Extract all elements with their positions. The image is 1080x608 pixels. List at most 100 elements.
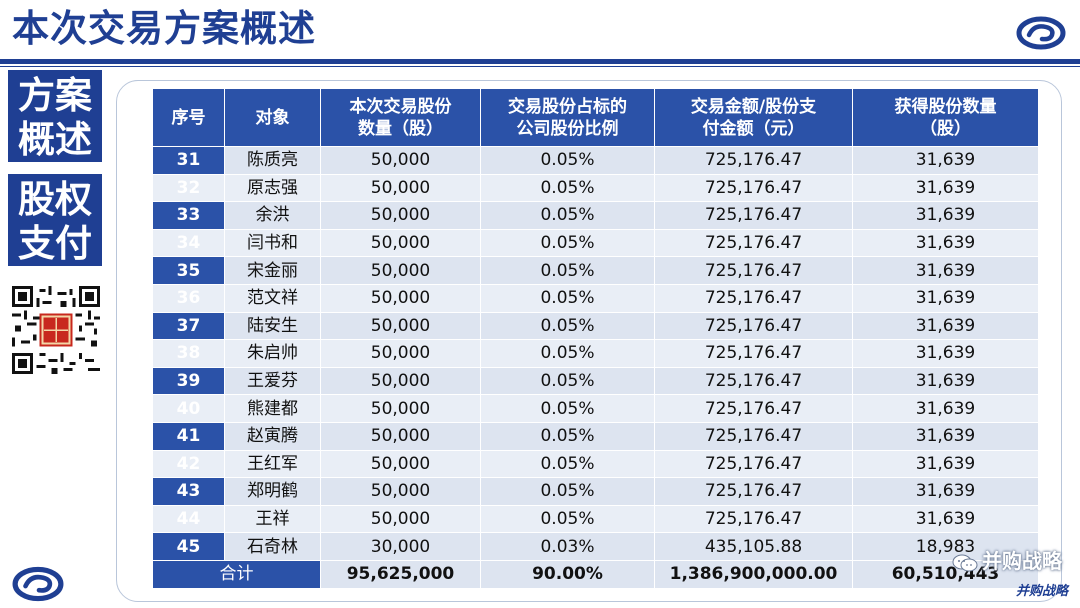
cell-index: 31 bbox=[152, 146, 225, 175]
side-label-line: 股权 bbox=[18, 178, 92, 221]
table-row: 34 闫书和 50,000 0.05% 725,176.47 31,639 bbox=[152, 228, 1039, 258]
table-row: 45 石奇林 30,000 0.03% 435,105.88 18,983 bbox=[152, 532, 1039, 561]
cell-amount: 725,176.47 bbox=[654, 256, 853, 285]
table-row: 44 王祥 50,000 0.05% 725,176.47 31,639 bbox=[152, 504, 1039, 534]
cell-obtained: 31,639 bbox=[852, 201, 1039, 230]
cell-obtained: 31,639 bbox=[852, 449, 1039, 479]
cell-amount: 725,176.47 bbox=[654, 339, 853, 368]
cell-ratio: 0.05% bbox=[480, 449, 655, 479]
cell-index: 36 bbox=[152, 283, 225, 313]
cell-shares: 50,000 bbox=[320, 283, 481, 313]
cell-party: 原志强 bbox=[224, 173, 321, 203]
cell-amount: 725,176.47 bbox=[654, 449, 853, 479]
cell-party: 朱启帅 bbox=[224, 339, 321, 368]
table-total-row: 合计 95,625,000 90.00% 1,386,900,000.00 60… bbox=[152, 559, 1039, 589]
cell-shares: 50,000 bbox=[320, 173, 481, 203]
cell-party: 王爱芬 bbox=[224, 366, 321, 396]
cell-party: 石奇林 bbox=[224, 532, 321, 561]
cell-party: 陈质亮 bbox=[224, 146, 321, 175]
cell-shares: 50,000 bbox=[320, 146, 481, 175]
total-shares: 95,625,000 bbox=[320, 559, 481, 589]
column-header-shares: 本次交易股份 数量（股） bbox=[320, 88, 481, 147]
cell-shares: 50,000 bbox=[320, 201, 481, 230]
cell-index: 32 bbox=[152, 173, 225, 203]
cell-amount: 725,176.47 bbox=[654, 146, 853, 175]
cell-index: 35 bbox=[152, 256, 225, 285]
transaction-table: 序号 对象 本次交易股份 数量（股） 交易股份占标的 公司股份比例 交易金额/股份支… bbox=[152, 88, 1039, 589]
cell-ratio: 0.05% bbox=[480, 256, 655, 285]
cell-ratio: 0.05% bbox=[480, 477, 655, 506]
cell-obtained: 18,983 bbox=[852, 532, 1039, 561]
company-logo-icon bbox=[1016, 16, 1066, 50]
cell-ratio: 0.05% bbox=[480, 173, 655, 203]
side-label-line: 概述 bbox=[18, 118, 92, 161]
title-divider-thin bbox=[0, 66, 1080, 67]
cell-shares: 30,000 bbox=[320, 532, 481, 561]
cell-ratio: 0.05% bbox=[480, 366, 655, 396]
cell-party: 宋金丽 bbox=[224, 256, 321, 285]
wechat-icon bbox=[952, 554, 978, 571]
watermark-text: 并购战略 bbox=[982, 549, 1062, 573]
cell-obtained: 31,639 bbox=[852, 504, 1039, 534]
cell-amount: 725,176.47 bbox=[654, 366, 853, 396]
cell-ratio: 0.05% bbox=[480, 504, 655, 534]
column-header-obtained: 获得股份数量 （股） bbox=[852, 88, 1039, 147]
cell-party: 熊建都 bbox=[224, 394, 321, 423]
cell-party: 范文祥 bbox=[224, 283, 321, 313]
cell-obtained: 31,639 bbox=[852, 311, 1039, 341]
table-row: 39 王爱芬 50,000 0.05% 725,176.47 31,639 bbox=[152, 366, 1039, 396]
cell-obtained: 31,639 bbox=[852, 173, 1039, 203]
column-header-amount: 交易金额/股份支 付金额（元） bbox=[654, 88, 853, 147]
cell-ratio: 0.05% bbox=[480, 339, 655, 368]
table-row: 41 赵寅腾 50,000 0.05% 725,176.47 31,639 bbox=[152, 421, 1039, 451]
qr-code-icon bbox=[12, 286, 100, 374]
cell-amount: 725,176.47 bbox=[654, 311, 853, 341]
cell-amount: 725,176.47 bbox=[654, 477, 853, 506]
cell-party: 余洪 bbox=[224, 201, 321, 230]
table-row: 31 陈质亮 50,000 0.05% 725,176.47 31,639 bbox=[152, 146, 1039, 175]
cell-amount: 725,176.47 bbox=[654, 421, 853, 451]
total-ratio: 90.00% bbox=[480, 559, 655, 589]
table-row: 37 陆安生 50,000 0.05% 725,176.47 31,639 bbox=[152, 311, 1039, 341]
cell-obtained: 31,639 bbox=[852, 256, 1039, 285]
cell-shares: 50,000 bbox=[320, 421, 481, 451]
cell-index: 43 bbox=[152, 477, 225, 506]
cell-ratio: 0.05% bbox=[480, 201, 655, 230]
cell-amount: 725,176.47 bbox=[654, 173, 853, 203]
cell-amount: 725,176.47 bbox=[654, 283, 853, 313]
page-title: 本次交易方案概述 bbox=[12, 7, 316, 50]
total-label: 合计 bbox=[152, 559, 321, 589]
cell-amount: 725,176.47 bbox=[654, 394, 853, 423]
cell-party: 陆安生 bbox=[224, 311, 321, 341]
title-divider bbox=[0, 59, 1080, 64]
cell-party: 郑明鹤 bbox=[224, 477, 321, 506]
cell-party: 闫书和 bbox=[224, 228, 321, 258]
cell-shares: 50,000 bbox=[320, 477, 481, 506]
side-label-plan-overview: 方案 概述 bbox=[6, 68, 104, 164]
cell-amount: 725,176.47 bbox=[654, 504, 853, 534]
cell-obtained: 31,639 bbox=[852, 366, 1039, 396]
table-row: 40 熊建都 50,000 0.05% 725,176.47 31,639 bbox=[152, 394, 1039, 423]
table-row: 36 范文祥 50,000 0.05% 725,176.47 31,639 bbox=[152, 283, 1039, 313]
side-label-line: 支付 bbox=[18, 222, 92, 265]
cell-index: 33 bbox=[152, 201, 225, 230]
table-row: 42 王红军 50,000 0.05% 725,176.47 31,639 bbox=[152, 449, 1039, 479]
cell-obtained: 31,639 bbox=[852, 228, 1039, 258]
cell-index: 34 bbox=[152, 228, 225, 258]
cell-index: 45 bbox=[152, 532, 225, 561]
cell-shares: 50,000 bbox=[320, 311, 481, 341]
cell-shares: 50,000 bbox=[320, 504, 481, 534]
table-row: 43 郑明鹤 50,000 0.05% 725,176.47 31,639 bbox=[152, 477, 1039, 506]
cell-amount: 725,176.47 bbox=[654, 201, 853, 230]
table-header-row: 序号 对象 本次交易股份 数量（股） 交易股份占标的 公司股份比例 交易金额/股份支… bbox=[152, 88, 1039, 147]
cell-shares: 50,000 bbox=[320, 228, 481, 258]
cell-ratio: 0.03% bbox=[480, 532, 655, 561]
column-header-index: 序号 bbox=[152, 88, 225, 147]
cell-index: 40 bbox=[152, 394, 225, 423]
cell-ratio: 0.05% bbox=[480, 283, 655, 313]
company-logo-icon bbox=[12, 566, 64, 602]
cell-obtained: 31,639 bbox=[852, 339, 1039, 368]
watermark-brand: 并购战略 bbox=[1015, 584, 1068, 599]
cell-obtained: 31,639 bbox=[852, 283, 1039, 313]
cell-index: 44 bbox=[152, 504, 225, 534]
